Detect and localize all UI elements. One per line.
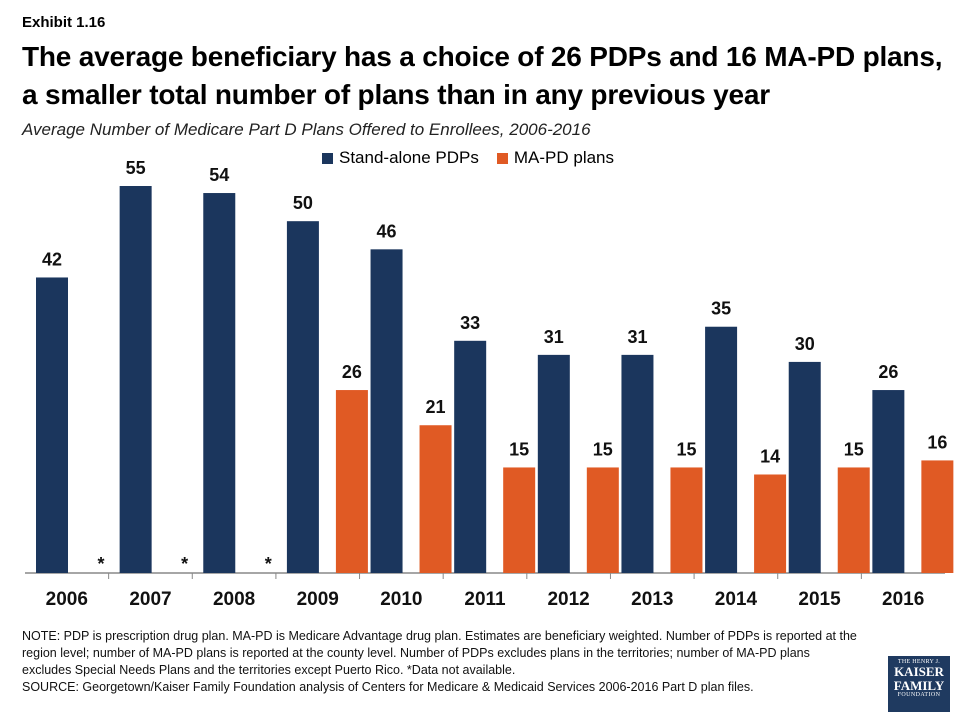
legend-label-pdp: Stand-alone PDPs [339,148,479,167]
source-text: SOURCE: Georgetown/Kaiser Family Foundat… [22,680,754,694]
note-text: NOTE: PDP is prescription drug plan. MA-… [22,629,857,677]
footnote: NOTE: PDP is prescription drug plan. MA-… [22,628,862,696]
missing-marker-2006: * [97,554,104,574]
x-tick-label-2012: 2012 [547,589,589,610]
bar-mapd-2010 [419,425,452,573]
data-label-mapd-2015: 15 [844,439,864,459]
bar-pdp-2014 [705,326,738,573]
data-label-pdp-2010: 46 [377,221,397,241]
missing-marker-2007: * [181,554,188,574]
x-tick-label-2015: 2015 [798,589,841,610]
data-label-mapd-2016: 16 [927,432,947,452]
logo-line1: THE HENRY J. [897,659,941,665]
bar-pdp-2013 [621,354,654,573]
bar-mapd-2014 [754,474,787,573]
chart-subtitle: Average Number of Medicare Part D Plans … [22,120,591,139]
x-tick-label-2010: 2010 [380,589,422,610]
data-label-pdp-2011: 33 [460,313,480,333]
x-tick-label-2014: 2014 [715,589,758,610]
data-label-pdp-2007: 55 [126,158,146,178]
bar-mapd-2013 [670,467,703,573]
bar-pdp-2006 [36,277,68,573]
missing-marker-2008: * [265,554,272,574]
data-label-mapd-2011: 15 [509,439,529,459]
bar-pdp-2016 [872,390,905,573]
x-tick-label-2013: 2013 [631,589,673,610]
bar-pdp-2015 [788,361,821,573]
x-tick-label-2016: 2016 [882,589,924,610]
x-tick-label-2006: 2006 [46,589,88,610]
x-tick-label-2008: 2008 [213,589,255,610]
logo-line4: FOUNDATION [897,692,941,698]
data-label-mapd-2009: 26 [342,362,362,382]
bar-mapd-2009 [335,390,368,573]
bar-mapd-2012 [586,467,619,573]
data-label-pdp-2012: 31 [544,327,564,347]
legend-swatch-mapd [496,152,508,164]
x-tick-label-2009: 2009 [297,589,339,610]
bar-pdp-2007 [119,186,152,573]
x-tick-label-2011: 2011 [464,589,506,610]
exhibit-label: Exhibit 1.16 [22,14,106,31]
legend-label-mapd: MA-PD plans [513,148,615,167]
data-label-pdp-2016: 26 [878,362,898,382]
bar-chart: 42 * 2006 55 * 2007 54 * 2008 50 26 2009 46 21 2010 33 1… [25,158,954,610]
legend-item-pdp: Stand-alone PDPs [322,148,479,168]
logo-line3: FAMILY [893,678,945,693]
bar-pdp-2011 [454,340,487,573]
data-label-pdp-2014: 35 [711,299,731,319]
data-label-pdp-2008: 54 [209,165,229,185]
data-label-mapd-2010: 21 [426,397,446,417]
bar-pdp-2012 [537,354,570,573]
data-label-pdp-2015: 30 [795,334,815,354]
kff-logo: THE HENRY J. KAISER FAMILY FOUNDATION [888,656,950,712]
bar-mapd-2016 [921,460,954,573]
legend-item-mapd: MA-PD plans [496,148,615,168]
chart-title: The average beneficiary has a choice of … [22,41,943,110]
legend-swatch-pdp [322,152,333,164]
data-label-mapd-2013: 15 [676,439,696,459]
bar-mapd-2015 [837,467,870,573]
bar-pdp-2008 [203,193,236,573]
bar-pdp-2010 [370,249,403,573]
bar-mapd-2011 [503,467,536,573]
data-label-pdp-2009: 50 [293,193,313,213]
x-tick-label-2007: 2007 [129,589,171,610]
data-label-pdp-2013: 31 [627,327,647,347]
bar-pdp-2009 [286,221,319,573]
data-label-pdp-2006: 42 [42,249,62,269]
logo-line2: KAISER [894,664,944,679]
data-label-mapd-2012: 15 [593,439,613,459]
data-label-mapd-2014: 14 [760,446,780,466]
legend: Stand-alone PDPs MA-PD plans [322,148,632,168]
